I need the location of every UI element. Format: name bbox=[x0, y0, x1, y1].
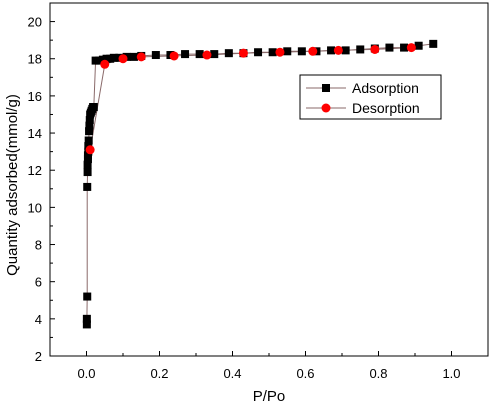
y-tick-label: 16 bbox=[28, 89, 42, 104]
adsorption-point bbox=[83, 168, 92, 177]
y-tick-label: 12 bbox=[28, 163, 42, 178]
adsorption-point bbox=[109, 53, 118, 62]
x-tick-label: 1.0 bbox=[442, 366, 460, 381]
adsorption-point bbox=[83, 182, 92, 191]
y-tick-label: 10 bbox=[28, 200, 42, 215]
desorption-point bbox=[202, 50, 212, 60]
adsorption-point bbox=[83, 160, 92, 169]
adsorption-point bbox=[195, 50, 204, 59]
adsorption-point bbox=[82, 314, 91, 323]
adsorption-point bbox=[400, 43, 409, 52]
adsorption-point bbox=[327, 46, 336, 55]
desorption-point bbox=[370, 44, 380, 54]
adsorption-point bbox=[85, 121, 94, 130]
adsorption-point bbox=[84, 136, 93, 145]
desorption-point bbox=[238, 48, 248, 58]
adsorption-point bbox=[385, 43, 394, 52]
desorption-point bbox=[169, 51, 179, 61]
adsorption-point bbox=[297, 47, 306, 56]
x-axis-ticks: 0.0 0.2 0.4 0.6 0.8 1.0 bbox=[49, 351, 489, 381]
y-tick-label: 6 bbox=[35, 275, 42, 290]
adsorption-point bbox=[224, 49, 233, 58]
x-tick-label: 0.0 bbox=[77, 366, 95, 381]
y-tick-label: 2 bbox=[35, 349, 42, 364]
desorption-point bbox=[136, 52, 146, 62]
x-tick-label: 0.4 bbox=[223, 366, 241, 381]
adsorption-point bbox=[210, 50, 219, 59]
adsorption-point bbox=[283, 47, 292, 56]
series-markers bbox=[82, 39, 438, 329]
adsorption-point bbox=[85, 116, 94, 125]
desorption-point bbox=[333, 45, 343, 55]
adsorption-point bbox=[151, 51, 160, 60]
desorption-point bbox=[100, 59, 110, 69]
y-tick-label: 8 bbox=[35, 238, 42, 253]
adsorption-point bbox=[254, 48, 263, 57]
adsorption-point bbox=[82, 320, 91, 329]
legend: Adsorption Desorption bbox=[299, 74, 442, 120]
y-axis-ticks: 2 4 6 8 10 12 14 16 18 20 bbox=[28, 2, 55, 364]
y-tick-label: 18 bbox=[28, 52, 42, 67]
desorption-point bbox=[406, 43, 416, 53]
x-axis-label: P/Po bbox=[253, 388, 286, 405]
adsorption-point bbox=[356, 45, 365, 54]
legend-desorption-marker bbox=[321, 103, 331, 113]
desorption-point bbox=[275, 47, 285, 57]
adsorption-point bbox=[129, 52, 138, 61]
adsorption-point bbox=[414, 41, 423, 50]
x-tick-label: 0.8 bbox=[369, 366, 387, 381]
adsorption-point bbox=[89, 103, 98, 112]
legend-adsorption-label: Adsorption bbox=[352, 80, 419, 96]
desorption-point bbox=[308, 46, 318, 56]
adsorption-point bbox=[429, 39, 438, 48]
legend-adsorption-marker bbox=[322, 84, 330, 92]
desorption-point bbox=[85, 145, 95, 155]
y-tick-label: 14 bbox=[28, 126, 42, 141]
y-tick-label: 4 bbox=[35, 312, 42, 327]
adsorption-point bbox=[83, 292, 92, 301]
desorption-point bbox=[118, 54, 128, 64]
legend-desorption-label: Desorption bbox=[352, 100, 420, 116]
y-tick-label: 20 bbox=[28, 15, 42, 30]
adsorption-point bbox=[181, 50, 190, 59]
x-tick-label: 0.2 bbox=[150, 366, 168, 381]
y-axis-label: Quantity adsorbed(mmol/g) bbox=[4, 94, 21, 276]
adsorption-point bbox=[85, 127, 94, 136]
adsorption-point bbox=[268, 48, 277, 57]
x-tick-label: 0.6 bbox=[296, 366, 314, 381]
adsorption-point bbox=[341, 46, 350, 55]
